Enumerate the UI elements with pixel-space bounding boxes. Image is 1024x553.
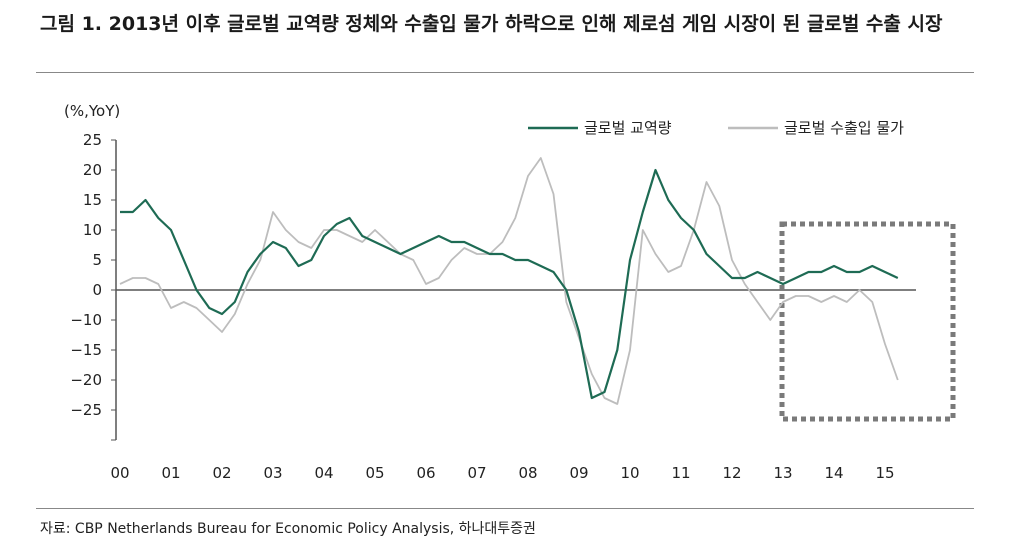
x-tick-label: 06 xyxy=(416,464,435,482)
x-tick-label: 05 xyxy=(365,464,384,482)
highlight-box xyxy=(779,221,956,422)
x-tick-label: 11 xyxy=(671,464,690,482)
x-tick-label: 13 xyxy=(773,464,792,482)
x-tick-label: 09 xyxy=(569,464,588,482)
y-tick-label: −15 xyxy=(70,341,102,359)
y-tick-label: −20 xyxy=(70,371,102,389)
x-tick-label: 14 xyxy=(824,464,843,482)
x-tick-label: 04 xyxy=(314,464,333,482)
y-tick-label: 0 xyxy=(92,281,102,299)
legend-trade-label: 글로벌 교역량 xyxy=(584,119,672,137)
y-tick-label: −25 xyxy=(70,401,102,419)
legend: 글로벌 교역량 글로벌 수출입 물가 xyxy=(528,119,904,137)
x-tick-label: 01 xyxy=(161,464,180,482)
y-tick-label: 5 xyxy=(92,251,102,269)
source-note: 자료: CBP Netherlands Bureau for Economic … xyxy=(40,521,536,537)
series-line-trade xyxy=(120,168,899,400)
y-tick-label: 10 xyxy=(83,221,102,239)
x-tick-label: 15 xyxy=(875,464,894,482)
annotation-group xyxy=(779,221,956,422)
legend-price-label: 글로벌 수출입 물가 xyxy=(784,119,904,137)
y-tick-label: −10 xyxy=(70,311,102,329)
y-tick-label: 20 xyxy=(83,161,102,179)
y-axis: 25 20 15 10 5 0 −10 −15 −20 −25 xyxy=(70,131,117,441)
y-tick-label: 25 xyxy=(83,131,102,149)
x-tick-label: 07 xyxy=(467,464,486,482)
y-tick-label: 15 xyxy=(83,191,102,209)
x-tick-label: 00 xyxy=(110,464,129,482)
x-tick-label: 02 xyxy=(212,464,231,482)
y-axis-label: (%,YoY) xyxy=(64,102,120,120)
top-rule xyxy=(36,72,974,73)
x-tick-label: 08 xyxy=(518,464,537,482)
figure-title: 그림 1. 2013년 이후 글로벌 교역량 정체와 수출입 물가 하락으로 인… xyxy=(40,13,943,35)
x-tick-label: 03 xyxy=(263,464,282,482)
series-layer xyxy=(119,157,899,405)
series-line-price xyxy=(119,157,899,405)
x-tick-label: 10 xyxy=(620,464,639,482)
bottom-rule xyxy=(36,508,974,509)
x-tick-label: 12 xyxy=(722,464,741,482)
